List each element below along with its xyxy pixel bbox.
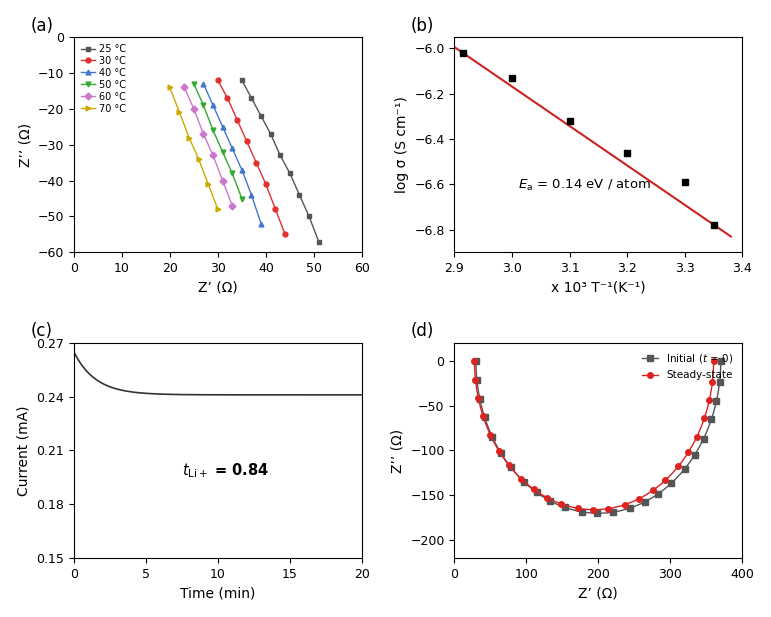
40 °C (199, 80, 208, 88)
30 °C (251, 159, 261, 167)
40 °C (227, 144, 237, 152)
25 °C (314, 238, 323, 246)
Line: 50 °C: 50 °C (191, 81, 244, 201)
Y-axis label: Current (mA): Current (mA) (17, 405, 31, 495)
Line: 70 °C: 70 °C (167, 85, 221, 212)
Line: 30 °C: 30 °C (215, 78, 288, 237)
50 °C (208, 126, 217, 134)
25 °C (295, 191, 304, 199)
Text: $t_{\mathrm{Li+}}$ = 0.84: $t_{\mathrm{Li+}}$ = 0.84 (182, 462, 269, 480)
30 °C (242, 138, 251, 145)
60 °C (180, 84, 189, 91)
X-axis label: Z’ (Ω): Z’ (Ω) (578, 586, 618, 600)
70 °C (204, 181, 213, 188)
Y-axis label: log σ (S cm⁻¹): log σ (S cm⁻¹) (395, 96, 409, 193)
40 °C (208, 102, 217, 109)
Text: (a): (a) (31, 17, 54, 35)
60 °C (199, 130, 208, 138)
60 °C (227, 202, 237, 209)
Line: 25 °C: 25 °C (240, 78, 321, 244)
Text: $E_{\mathrm{a}}$ = 0.14 eV / atom: $E_{\mathrm{a}}$ = 0.14 eV / atom (517, 178, 651, 193)
50 °C (227, 170, 237, 177)
Legend: 25 °C, 30 °C, 40 °C, 50 °C, 60 °C, 70 °C: 25 °C, 30 °C, 40 °C, 50 °C, 60 °C, 70 °C (79, 42, 128, 115)
60 °C (218, 177, 227, 184)
60 °C (208, 152, 217, 159)
25 °C (257, 112, 266, 120)
40 °C (247, 191, 256, 199)
30 °C (214, 77, 223, 84)
70 °C (175, 109, 184, 116)
25 °C (247, 94, 256, 102)
Line: 60 °C: 60 °C (182, 85, 234, 208)
25 °C (237, 77, 247, 84)
50 °C (189, 80, 198, 88)
Text: (c): (c) (31, 323, 52, 341)
70 °C (165, 84, 174, 91)
40 °C (218, 123, 227, 131)
25 °C (276, 152, 285, 159)
Y-axis label: Z’’ (Ω): Z’’ (Ω) (18, 123, 32, 167)
25 °C (266, 130, 275, 138)
30 °C (271, 205, 280, 213)
Text: (d): (d) (411, 323, 435, 341)
40 °C (237, 166, 247, 173)
25 °C (285, 170, 295, 177)
25 °C (305, 213, 314, 220)
Legend: Initial ($t$ = 0), Steady-state: Initial ($t$ = 0), Steady-state (638, 348, 737, 384)
30 °C (232, 116, 241, 123)
Line: 40 °C: 40 °C (201, 81, 264, 226)
50 °C (237, 195, 247, 202)
Text: (b): (b) (411, 17, 435, 35)
70 °C (194, 155, 204, 163)
X-axis label: Time (min): Time (min) (180, 586, 255, 600)
30 °C (261, 181, 271, 188)
30 °C (223, 94, 232, 102)
X-axis label: Z’ (Ω): Z’ (Ω) (198, 281, 237, 294)
X-axis label: x 10³ T⁻¹(K⁻¹): x 10³ T⁻¹(K⁻¹) (551, 281, 645, 294)
30 °C (281, 231, 290, 238)
70 °C (184, 134, 194, 141)
50 °C (218, 148, 227, 155)
50 °C (199, 102, 208, 109)
Y-axis label: Z’’ (Ω): Z’’ (Ω) (391, 428, 405, 473)
40 °C (257, 220, 266, 227)
60 °C (189, 105, 198, 112)
70 °C (214, 205, 223, 213)
